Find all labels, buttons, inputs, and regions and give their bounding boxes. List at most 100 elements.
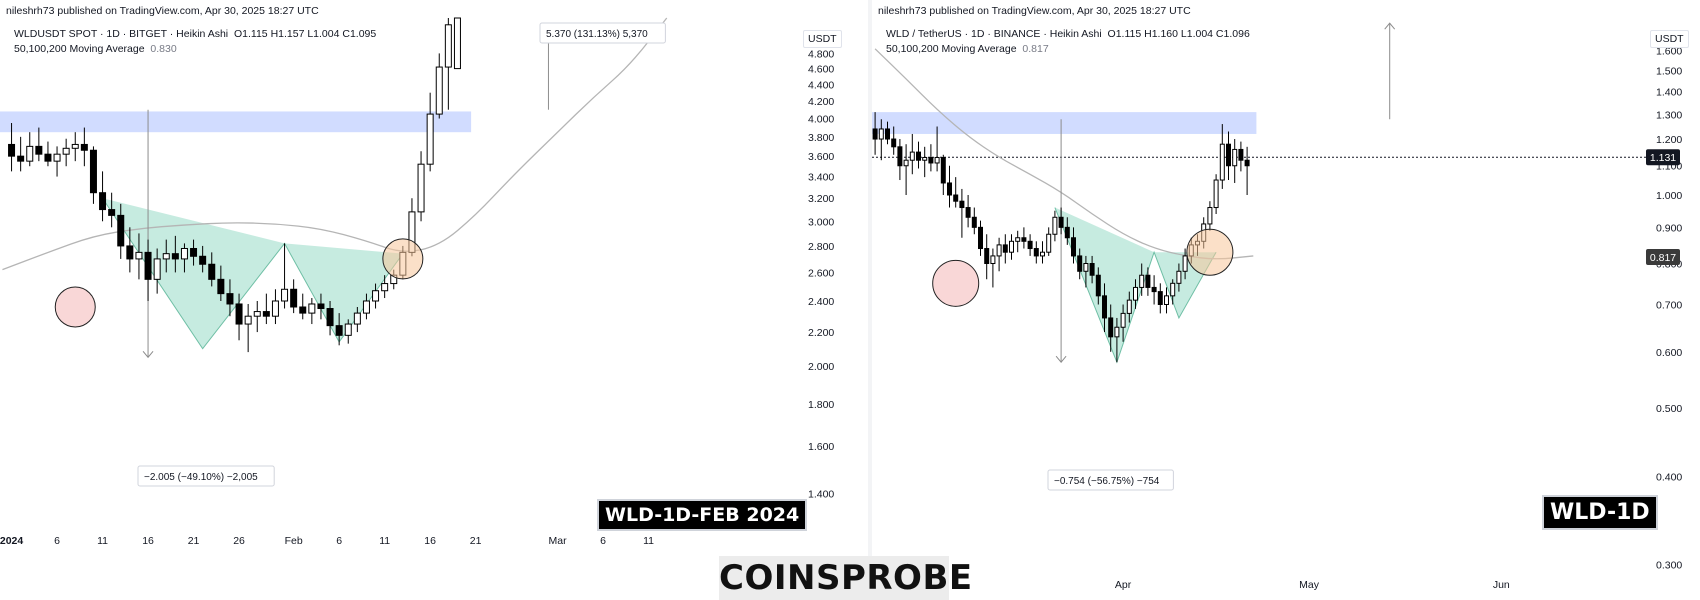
- candle-body: [171, 253, 179, 260]
- candle-body: [108, 209, 116, 216]
- y-tick-label: 3.600: [808, 151, 834, 163]
- x-tick-label: Mar: [549, 535, 568, 547]
- y-tick-label: 0.400: [1656, 471, 1682, 483]
- symbol-line: WLDUSDT SPOT · 1D · BITGET · Heikin Ashi: [14, 28, 229, 40]
- ohlc-values: O1.115 H1.160 L1.004 C1.096: [1107, 28, 1250, 40]
- candle-body: [1021, 237, 1027, 242]
- candle-body: [1015, 237, 1021, 242]
- measure-up-label: 5.370 (131.13%) 5,370: [539, 22, 666, 44]
- candle-body: [53, 153, 61, 162]
- candle-body: [344, 323, 352, 336]
- unit-label[interactable]: USDT: [1650, 30, 1689, 48]
- x-tick-label: 21: [470, 535, 482, 547]
- y-tick-label: 1.400: [808, 489, 834, 501]
- x-tick-label: Jun: [1493, 579, 1510, 591]
- candle-body: [1077, 255, 1083, 272]
- candle-body: [940, 156, 946, 184]
- candle-body: [199, 255, 207, 265]
- candle-body: [1139, 274, 1145, 288]
- x-tick-label: 21: [188, 535, 200, 547]
- candle-body: [26, 145, 34, 162]
- candle-body: [1213, 179, 1219, 209]
- y-tick-label: 2.200: [808, 327, 834, 339]
- candle-body: [922, 156, 928, 161]
- unit-label[interactable]: USDT: [803, 30, 842, 48]
- candle-body: [281, 288, 289, 302]
- breakout-marker: [1186, 228, 1234, 276]
- candle-body: [80, 143, 88, 151]
- moving-average-line: [2, 17, 668, 271]
- panel-divider: [868, 0, 872, 600]
- candle-body: [44, 153, 52, 162]
- candle-body: [1089, 263, 1095, 276]
- candle-body: [317, 303, 325, 310]
- candle-body: [1040, 251, 1045, 257]
- candle-body: [891, 138, 897, 148]
- candle-body: [1219, 143, 1225, 181]
- candle-body: [1182, 255, 1188, 272]
- candle-body: [928, 156, 934, 164]
- y-tick-label: 0.500: [1656, 403, 1682, 415]
- y-tick-label: 1.400: [1656, 87, 1682, 99]
- candle-body: [1226, 143, 1231, 167]
- y-tick-label: 0.700: [1656, 299, 1682, 311]
- candle-body: [308, 303, 316, 314]
- double-bottom-low-marker: [932, 259, 980, 307]
- candle-body: [1046, 233, 1052, 253]
- candle-body: [62, 147, 70, 155]
- price-tag-box: [1646, 149, 1680, 166]
- chart-canvas-feb-2024: 1.400 1.600 1.800 2.000 2.200 2.400 2.600 2.800…: [0, 17, 834, 547]
- candle-body: [903, 159, 909, 167]
- candle-body: [35, 145, 43, 155]
- candle-body: [153, 258, 161, 280]
- candle-body: [426, 113, 434, 165]
- candle-body: [144, 251, 152, 280]
- candle-body: [934, 156, 940, 164]
- candle-body: [444, 24, 452, 68]
- candle-body: [126, 245, 134, 260]
- x-tick-label: Feb: [285, 535, 303, 547]
- candle-body: [17, 155, 25, 162]
- candle-body: [1232, 148, 1238, 167]
- y-tick-label: 3.200: [808, 193, 834, 205]
- publish-header: nileshrh73 published on TradingView.com,…: [878, 5, 1191, 17]
- resistance-zone: [0, 111, 472, 133]
- pattern-right-triangle: [284, 243, 403, 342]
- y-tick-label: 2.600: [808, 267, 834, 279]
- candle-body: [244, 315, 252, 325]
- candle-body: [372, 290, 380, 302]
- candle-body: [984, 248, 990, 265]
- price-tag-text: 1.131: [1650, 152, 1676, 164]
- candle-body: [1120, 312, 1126, 328]
- y-tick-label: 1.200: [1656, 134, 1682, 146]
- measure-down-label-box: [1047, 469, 1174, 491]
- candle-body: [1052, 216, 1058, 235]
- measure-down-arrowhead: [142, 350, 154, 359]
- candle-body: [235, 303, 243, 325]
- y-tick-label: 0.600: [1656, 347, 1682, 359]
- y-tick-label: 1.600: [808, 441, 834, 453]
- symbol-line: WLD / TetherUS · 1D · BINANCE · Heikin A…: [886, 28, 1102, 40]
- double-bottom-low-marker: [54, 286, 96, 328]
- measure-up-label-box: [539, 22, 666, 44]
- candle-body: [71, 143, 79, 149]
- candle-body: [290, 288, 298, 308]
- y-tick-label: 4.800: [808, 48, 834, 60]
- candle-body: [1170, 282, 1176, 297]
- candle-body: [1164, 295, 1169, 305]
- chart-panel-feb-2024: 1.400 1.600 1.800 2.000 2.200 2.400 2.600 2.800…: [0, 5, 842, 547]
- candle-body: [1108, 317, 1114, 338]
- candle-body: [435, 66, 443, 115]
- candle-body: [208, 263, 216, 280]
- y-tick-label: 1.600: [1656, 46, 1682, 58]
- candle-body: [1027, 240, 1033, 250]
- candle-body: [1083, 263, 1089, 272]
- ma-tag-text: 0.817: [1650, 252, 1676, 264]
- chart-panel-1d: 0.3000.4000.5000.6000.7000.8000.9001.000…: [872, 0, 1700, 600]
- candle-body: [190, 247, 198, 257]
- candle-body: [996, 244, 1002, 257]
- x-tick-label: 11: [379, 535, 390, 547]
- candle-body: [897, 146, 903, 167]
- candle-body: [453, 17, 461, 70]
- candle-body: [162, 253, 170, 260]
